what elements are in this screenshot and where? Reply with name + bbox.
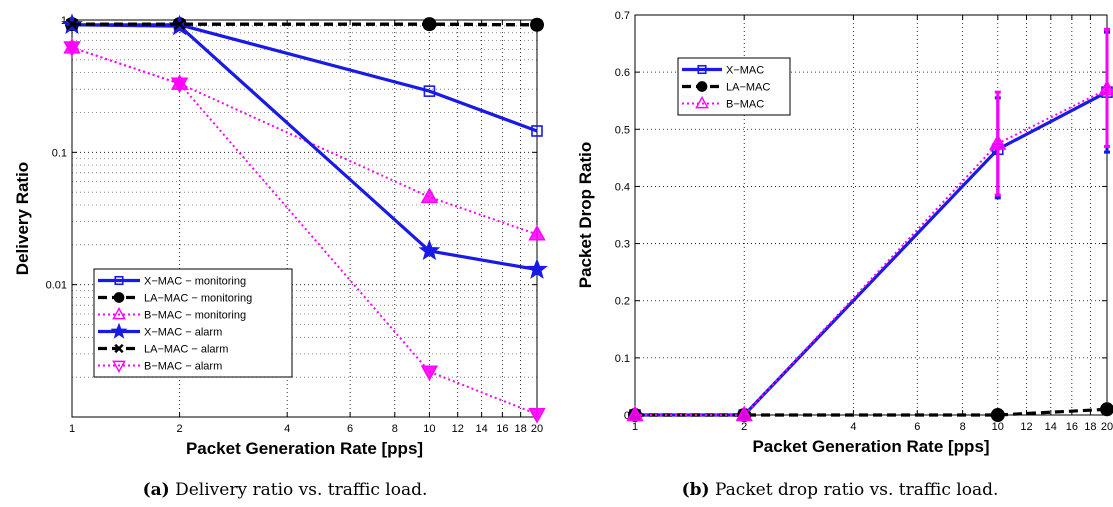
x-tick-label: 4 [284, 423, 290, 435]
data-point [170, 77, 189, 94]
y-tick-label: 0.7 [615, 10, 630, 22]
y-tick-label: 0.1 [615, 353, 630, 365]
data-point [526, 258, 548, 279]
legend-label: LA−MAC − alarm [144, 344, 228, 356]
legend: X−MAC LA−MAC B−MAC [677, 57, 791, 116]
y-tick-label: 0.6 [615, 67, 630, 79]
series-line [71, 46, 538, 416]
x-tick-label: 1 [69, 423, 75, 435]
x-axis-label: Packet Generation Rate [pps] [752, 437, 989, 456]
x-tick-label: 6 [914, 421, 920, 433]
legend-marker [696, 81, 708, 92]
data-point [173, 18, 186, 31]
legend-marker [114, 275, 124, 286]
x-tick-label: 6 [347, 423, 353, 435]
legend-marker [695, 96, 709, 109]
caption-a-text: Delivery ratio vs. traffic load. [175, 480, 427, 500]
x-tick-label: 2 [177, 423, 183, 435]
legend-marker [697, 64, 707, 75]
data-point [1098, 79, 1113, 96]
x-tick-label: 8 [960, 421, 966, 433]
legend-box [93, 268, 293, 378]
x-tick-label: 4 [850, 421, 856, 433]
data-point [989, 134, 1007, 150]
legend-label: X−MAC − monitoring [144, 276, 246, 288]
caption-b-text: Packet drop ratio vs. traffic load. [715, 480, 998, 500]
x-tick-label: 20 [531, 423, 543, 435]
caption-a-label: (a) [143, 480, 170, 500]
data-point [735, 405, 753, 422]
data-point [528, 224, 546, 241]
data-point [423, 18, 436, 31]
x-tick-label: 16 [496, 423, 508, 435]
y-tick-label: 0.01 [46, 280, 67, 292]
legend-marker [112, 360, 126, 373]
series-line [635, 90, 1108, 417]
data-point [531, 18, 543, 31]
axes-frame [634, 14, 1108, 416]
x-tick-label: 18 [1084, 421, 1096, 433]
caption-b: (b) Packet drop ratio vs. traffic load. [682, 480, 999, 500]
x-tick-label: 16 [1066, 421, 1078, 433]
data-point [1100, 402, 1113, 417]
data-point [626, 405, 644, 422]
x-tick-label: 12 [452, 423, 464, 435]
caption-a: (a) Delivery ratio vs. traffic load. [143, 480, 428, 500]
legend: X−MAC − monitoring LA−MAC − monitoring B−M… [93, 268, 293, 378]
series-line [71, 23, 538, 272]
caption-b-label: (b) [682, 480, 710, 500]
legend-label: X−MAC − alarm [144, 327, 222, 339]
series-line [635, 88, 1108, 416]
series-2 [626, 27, 1113, 422]
x-tick-label: 12 [1020, 421, 1032, 433]
data-point [990, 408, 1005, 422]
series-4 [66, 18, 543, 31]
x-tick-label: 10 [423, 423, 435, 435]
y-tick-label: 0.4 [615, 181, 630, 193]
legend-marker [112, 307, 126, 320]
y-tick-label: 1 [61, 15, 67, 27]
data-point [66, 18, 78, 31]
legend-label: LA−MAC [726, 82, 770, 94]
legend-marker [113, 292, 125, 303]
x-tick-label: 18 [515, 423, 527, 435]
legend-marker [110, 322, 128, 339]
data-point [420, 187, 439, 204]
y-tick-label: 0.2 [615, 296, 630, 308]
panel-packet-drop-ratio: 1 2 4 6 8 10 12 14 16 18 2000.10.20.30.40.50.60.7P… [576, 10, 1113, 456]
x-tick-label: 14 [1045, 421, 1057, 433]
x-axis-label: Packet Generation Rate [pps] [186, 439, 423, 458]
legend-label: X−MAC [726, 65, 764, 77]
x-tick-label: 8 [392, 423, 398, 435]
x-tick-label: 20 [1101, 421, 1113, 433]
series-5 [63, 41, 546, 424]
data-point [418, 239, 441, 261]
data-point [423, 85, 436, 97]
x-tick-label: 10 [992, 421, 1004, 433]
legend-label: B−MAC [726, 99, 764, 111]
x-tick-label: 14 [476, 423, 488, 435]
data-point [420, 365, 439, 382]
series-line [72, 22, 538, 27]
data-point [528, 407, 546, 424]
y-tick-label: 0.3 [615, 239, 630, 251]
y-tick-label: 0.1 [52, 147, 67, 159]
legend-label: B−MAC − alarm [144, 361, 222, 373]
data-point [531, 125, 543, 137]
legend-label: B−MAC − monitoring [144, 310, 246, 322]
y-tick-label: 0 [624, 410, 630, 422]
legend-label: LA−MAC − monitoring [144, 293, 252, 305]
axes-frame [71, 19, 538, 418]
legend-marker [114, 343, 124, 354]
x-tick-label: 2 [741, 421, 747, 433]
y-axis-label: Delivery Ratio [13, 162, 32, 275]
y-axis-label: Packet Drop Ratio [576, 142, 595, 288]
y-tick-label: 0.5 [615, 124, 630, 136]
data-point [63, 41, 81, 57]
x-tick-label: 1 [632, 421, 638, 433]
